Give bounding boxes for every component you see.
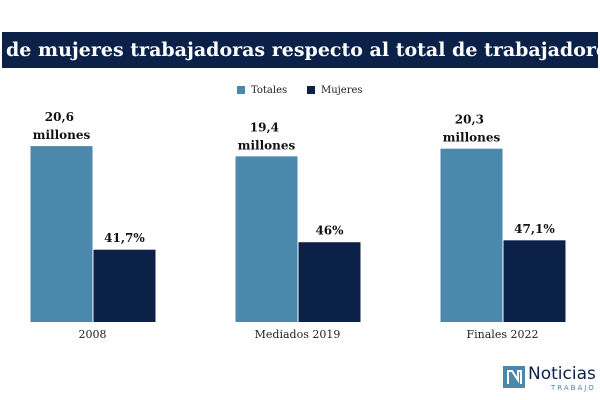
logo-tagline: TRABAJO bbox=[550, 384, 596, 392]
x-tick-label: Mediados 2019 bbox=[255, 328, 341, 341]
logo: Noticias TRABAJO bbox=[503, 364, 596, 392]
value-label: 41,7% bbox=[104, 231, 145, 245]
bar bbox=[503, 240, 566, 322]
legend-label: Mujeres bbox=[321, 85, 363, 96]
bar bbox=[298, 242, 361, 322]
x-tick-label: 2008 bbox=[79, 328, 107, 341]
x-tick-label: Finales 2022 bbox=[467, 328, 539, 341]
value-label: 46% bbox=[315, 224, 344, 238]
title-banner bbox=[2, 32, 598, 68]
value-label: 19,4 millones bbox=[238, 120, 296, 152]
value-label: 20,6 millones bbox=[33, 110, 91, 142]
chart-title: % de mujeres trabajadoras respecto al to… bbox=[0, 39, 600, 61]
legend-swatch bbox=[307, 86, 315, 94]
bar bbox=[235, 156, 298, 322]
legend-swatch bbox=[237, 86, 245, 94]
bar bbox=[93, 249, 156, 322]
logo-icon-mark bbox=[507, 370, 522, 384]
bar bbox=[440, 148, 503, 322]
logo-name: Noticias bbox=[528, 364, 596, 384]
legend-label: Totales bbox=[251, 85, 287, 96]
value-label: 20,3 millones bbox=[443, 112, 501, 144]
value-label: 47,1% bbox=[514, 222, 555, 236]
bar bbox=[30, 146, 93, 322]
